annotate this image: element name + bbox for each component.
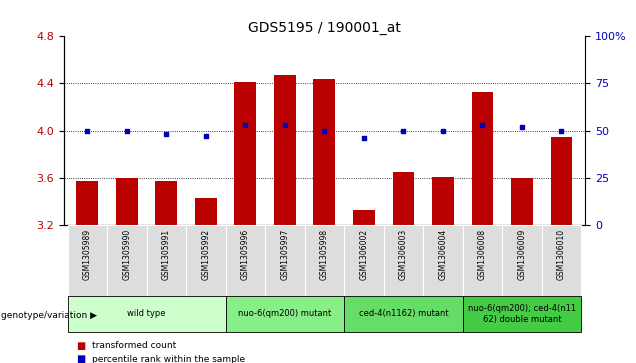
FancyBboxPatch shape	[226, 296, 344, 332]
Bar	[116, 178, 137, 225]
Point	[82, 128, 92, 134]
Point	[556, 128, 567, 134]
Bar	[155, 182, 177, 225]
Bar	[195, 198, 217, 225]
FancyBboxPatch shape	[146, 225, 186, 298]
Bar	[274, 75, 296, 225]
FancyBboxPatch shape	[344, 296, 462, 332]
Text: GSM1306002: GSM1306002	[359, 229, 368, 280]
FancyBboxPatch shape	[67, 225, 107, 298]
FancyBboxPatch shape	[265, 225, 305, 298]
Text: nuo-6(qm200); ced-4(n11
62) double mutant: nuo-6(qm200); ced-4(n11 62) double mutan…	[468, 304, 576, 324]
Text: GSM1306010: GSM1306010	[557, 229, 566, 280]
Bar	[235, 82, 256, 225]
Bar	[314, 79, 335, 225]
FancyBboxPatch shape	[542, 225, 581, 298]
Point	[280, 122, 290, 128]
Bar	[511, 178, 533, 225]
Text: wild type: wild type	[127, 310, 166, 318]
Bar	[76, 182, 98, 225]
Bar	[551, 136, 572, 225]
Point	[319, 128, 329, 134]
Text: percentile rank within the sample: percentile rank within the sample	[92, 355, 245, 363]
Bar	[432, 177, 453, 225]
Bar	[353, 210, 375, 225]
FancyBboxPatch shape	[67, 296, 226, 332]
FancyBboxPatch shape	[502, 225, 542, 298]
Text: GSM1305998: GSM1305998	[320, 229, 329, 280]
FancyBboxPatch shape	[226, 225, 265, 298]
Text: GSM1306004: GSM1306004	[438, 229, 447, 280]
FancyBboxPatch shape	[423, 225, 462, 298]
FancyBboxPatch shape	[107, 225, 146, 298]
Point	[240, 122, 251, 128]
Text: GSM1305990: GSM1305990	[122, 229, 131, 280]
FancyBboxPatch shape	[186, 225, 226, 298]
FancyBboxPatch shape	[305, 225, 344, 298]
Point	[121, 128, 132, 134]
Text: GSM1306009: GSM1306009	[518, 229, 527, 280]
FancyBboxPatch shape	[462, 296, 581, 332]
Text: GSM1306008: GSM1306008	[478, 229, 487, 280]
Text: ■: ■	[76, 354, 86, 363]
Bar	[471, 92, 494, 225]
Point	[359, 135, 369, 141]
Text: GSM1305992: GSM1305992	[202, 229, 211, 280]
Text: GSM1305991: GSM1305991	[162, 229, 171, 280]
Point	[517, 124, 527, 130]
Point	[398, 128, 408, 134]
Text: GSM1305996: GSM1305996	[241, 229, 250, 280]
Text: GSM1306003: GSM1306003	[399, 229, 408, 280]
Text: GSM1305989: GSM1305989	[83, 229, 92, 280]
Text: ■: ■	[76, 340, 86, 351]
Point	[477, 122, 487, 128]
Bar	[392, 172, 414, 225]
Text: nuo-6(qm200) mutant: nuo-6(qm200) mutant	[238, 310, 331, 318]
Text: transformed count: transformed count	[92, 341, 176, 350]
Point	[162, 131, 172, 137]
FancyBboxPatch shape	[384, 225, 423, 298]
Title: GDS5195 / 190001_at: GDS5195 / 190001_at	[248, 21, 401, 35]
Text: ced-4(n1162) mutant: ced-4(n1162) mutant	[359, 310, 448, 318]
FancyBboxPatch shape	[462, 225, 502, 298]
Point	[438, 128, 448, 134]
FancyBboxPatch shape	[344, 225, 384, 298]
Text: GSM1305997: GSM1305997	[280, 229, 289, 280]
Point	[201, 134, 211, 139]
Text: genotype/variation ▶: genotype/variation ▶	[1, 311, 97, 320]
